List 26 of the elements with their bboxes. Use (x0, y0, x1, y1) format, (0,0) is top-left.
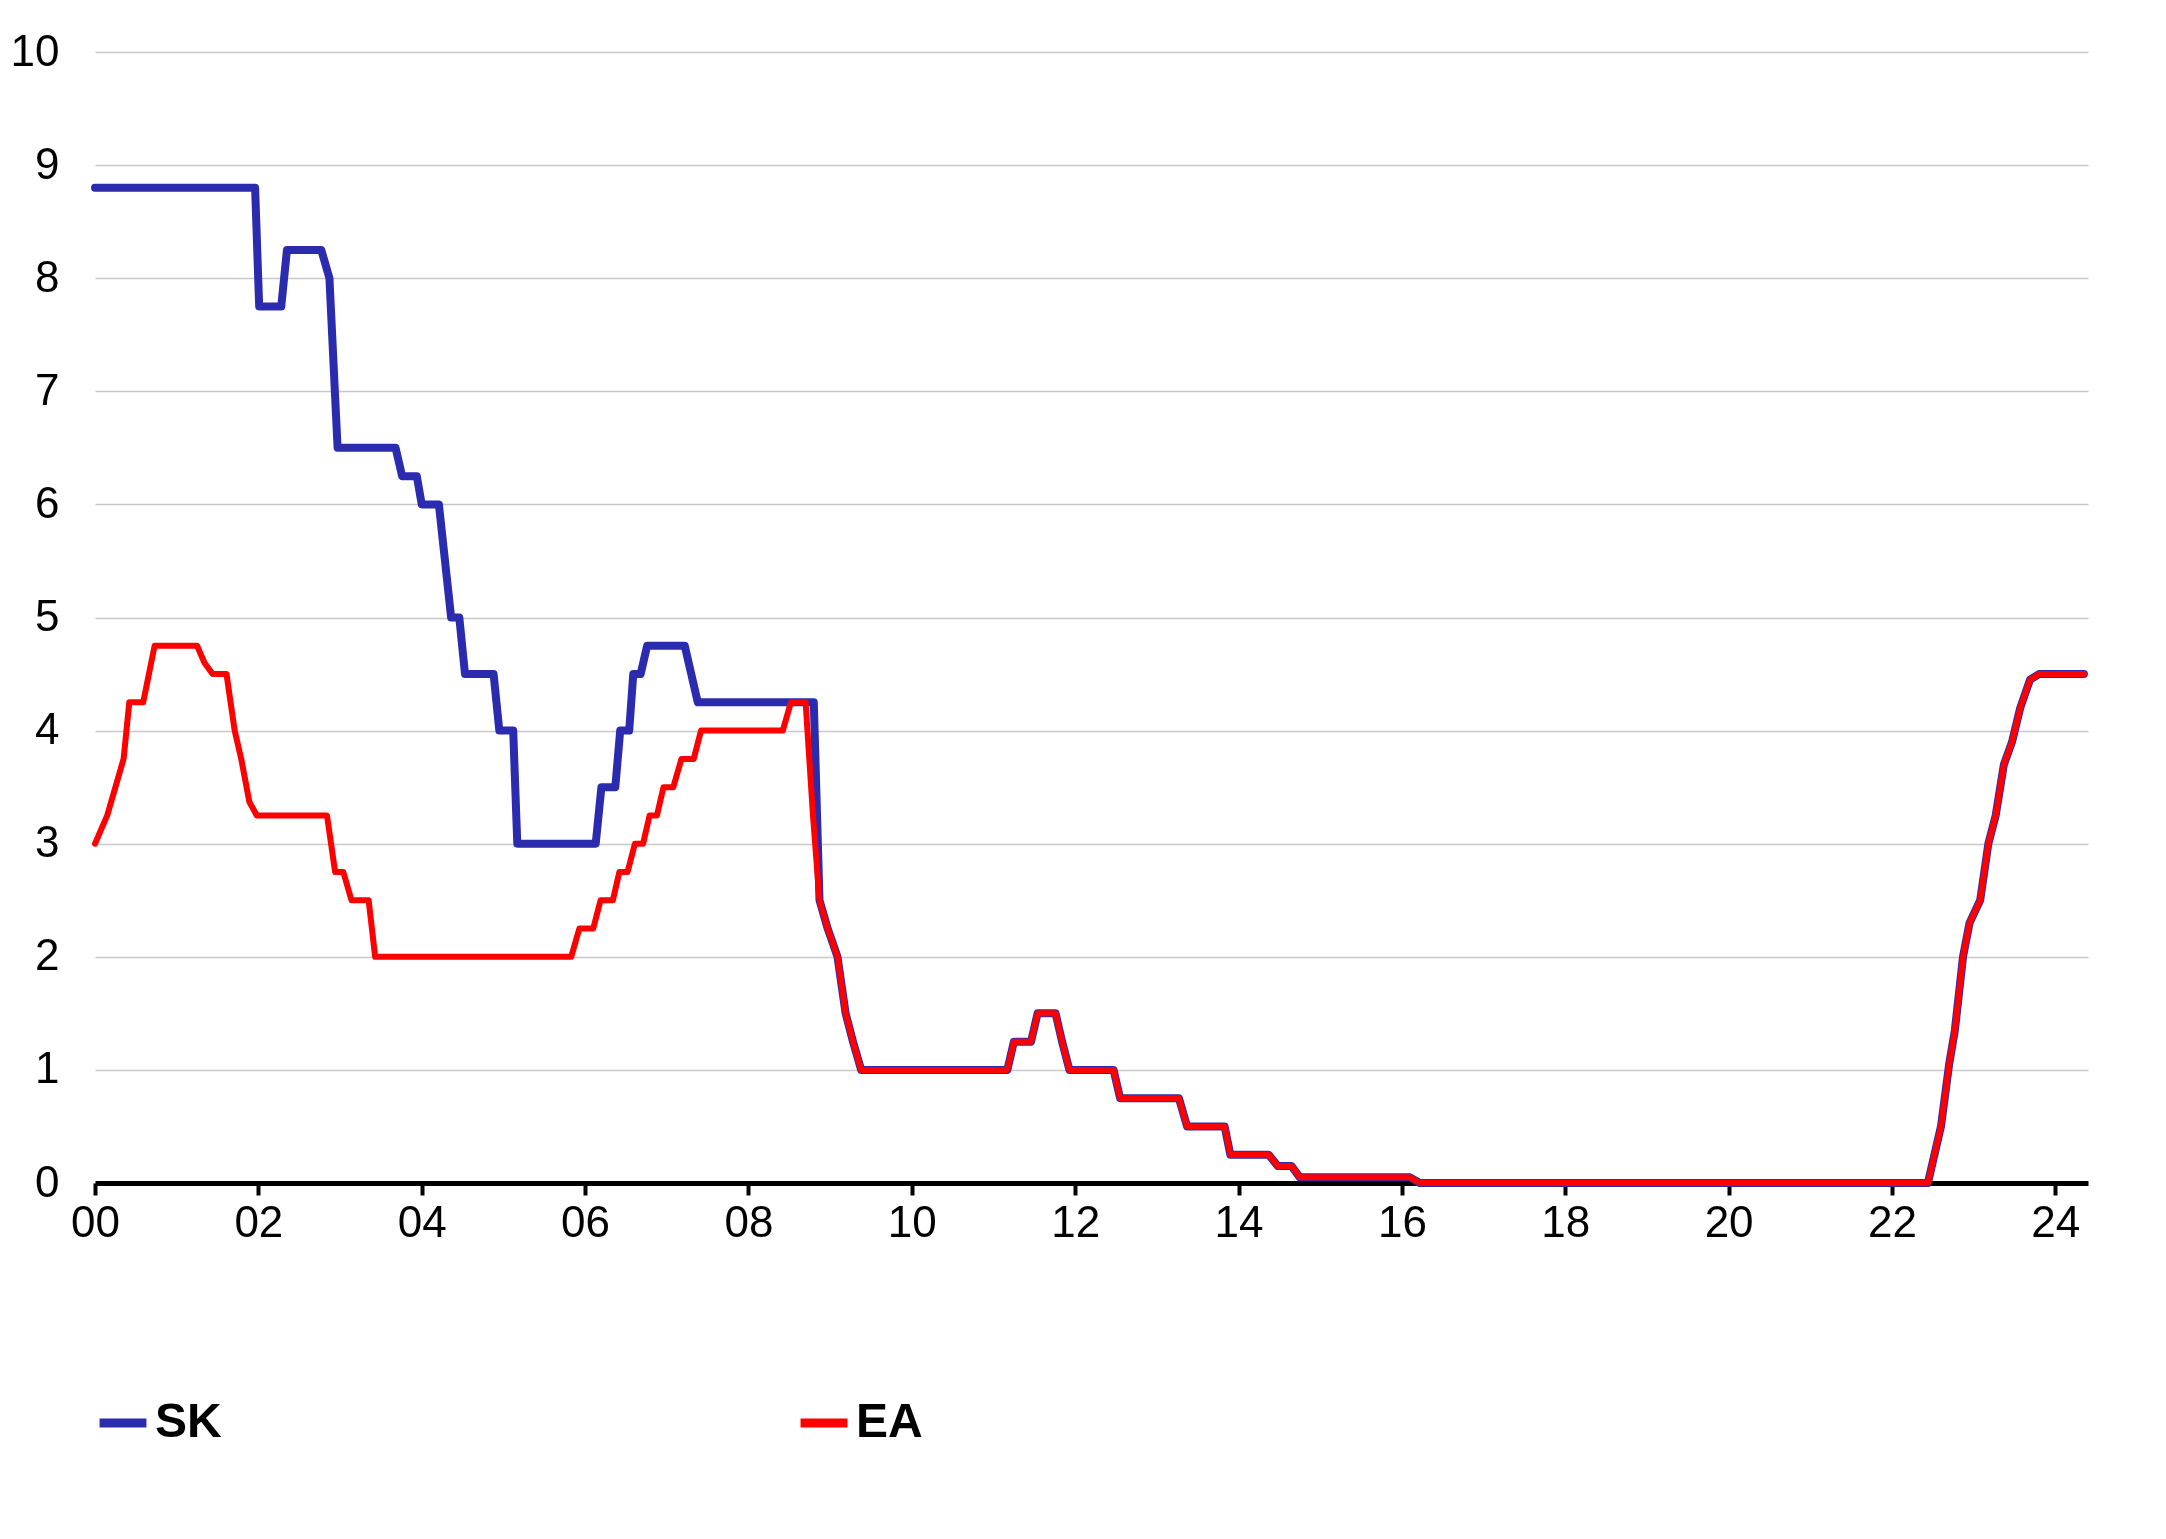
x-tick-label: 22 (1867, 1196, 1917, 1246)
x-tick-label: 14 (1214, 1196, 1264, 1246)
x-tick-label: 00 (71, 1196, 120, 1246)
y-tick-label: 1 (35, 1043, 60, 1093)
y-tick-label: 8 (35, 251, 60, 301)
y-tick-label: 2 (35, 930, 60, 980)
x-tick-label: 10 (887, 1196, 937, 1246)
y-tick-label: 3 (35, 817, 60, 867)
x-tick-label: 20 (1704, 1196, 1754, 1246)
x-tick-label: 16 (1377, 1196, 1427, 1246)
x-tick-label: 18 (1541, 1196, 1591, 1246)
y-tick-label: 7 (35, 364, 60, 414)
y-tick-label: 4 (35, 704, 60, 754)
y-tick-label: 6 (35, 477, 60, 527)
x-tick-label: 08 (724, 1196, 774, 1246)
y-tick-label: 10 (10, 25, 60, 75)
x-tick-label: 04 (397, 1196, 447, 1246)
x-tick-label: 02 (234, 1196, 284, 1246)
x-tick-label: 12 (1051, 1196, 1101, 1246)
y-tick-label: 0 (35, 1156, 60, 1206)
y-tick-label: 9 (35, 138, 60, 188)
x-tick-label: 24 (2031, 1196, 2081, 1246)
x-tick-label: 06 (561, 1196, 611, 1246)
y-tick-label: 5 (35, 591, 60, 640)
legend-label: EA (856, 1394, 923, 1447)
legend-label: SK (155, 1394, 223, 1447)
